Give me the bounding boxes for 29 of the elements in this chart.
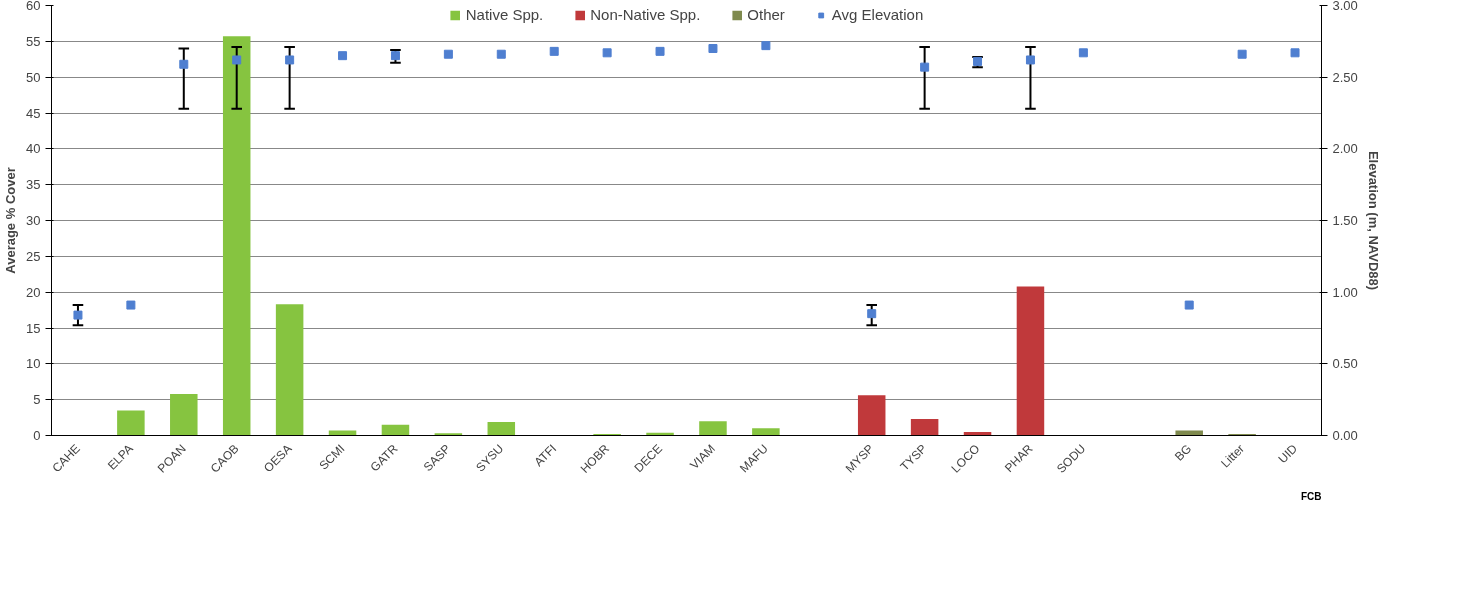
y2-tick-label: 2.00 [1332,141,1358,157]
y2-tick-label: 3.00 [1332,0,1358,13]
y-tick-label: 15 [26,320,41,336]
y-tick-label: 45 [26,105,41,121]
y-tick-label: 10 [26,356,41,372]
y2-tick-label: 1.00 [1332,284,1358,300]
y2-tick-label: 0.00 [1332,428,1358,443]
y-tick-label: 25 [26,248,41,264]
text: FCB [1300,490,1322,502]
y2-tick-label: 1.50 [1332,213,1358,228]
y-tick-label: 0 [33,428,41,443]
y-tick-label: 35 [26,177,41,193]
y2-axis-title: Elevation (m, NAVD88) [1365,150,1381,291]
y-tick-label: 55 [26,33,41,49]
y-tick-label: 50 [26,69,41,85]
legend-label: Non-Native Spp. [590,6,701,23]
y2-tick-label: 2.50 [1332,69,1358,85]
y-tick-label: 20 [26,284,41,300]
y-tick-label: 5 [33,392,41,408]
y-axis-title: Average % Cover [3,167,19,274]
y-tick-label: 30 [26,213,41,228]
legend-label: Other [747,6,785,23]
legend-label: Avg Elevation [831,6,924,23]
y2-tick-label: 0.50 [1332,356,1358,372]
y-tick-label: 60 [26,0,41,13]
x-tick-label: BG [1172,441,1195,464]
y-tick-label: 40 [26,141,41,157]
legend-label: Native Spp. [465,6,544,23]
x-tick-label: UID [1275,441,1301,467]
